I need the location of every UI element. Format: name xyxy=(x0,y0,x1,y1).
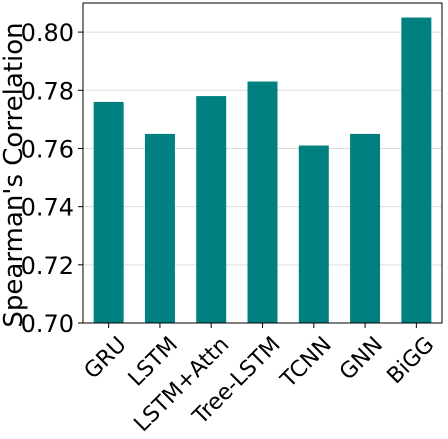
y-axis-ticks: 0.70 0.72 0.74 0.76 0.78 0.80 xyxy=(21,19,83,338)
y-tick-label: 0.80 xyxy=(21,19,74,47)
bar-lstm-attn xyxy=(196,96,227,323)
y-tick-label: 0.72 xyxy=(21,252,74,280)
bars xyxy=(93,17,432,324)
y-axis-label: Spearman's Correlation xyxy=(0,22,29,327)
y-tick-label: 0.70 xyxy=(21,310,74,338)
x-tick-label: BiGG xyxy=(383,332,440,389)
x-tick-label: TCNN xyxy=(276,332,337,393)
bar-bigg xyxy=(401,17,432,324)
bar-gnn xyxy=(350,133,381,323)
bar-tcnn xyxy=(298,145,329,323)
x-tick-label: GNN xyxy=(335,332,388,385)
y-tick-label: 0.74 xyxy=(21,194,74,222)
bar-tree-lstm xyxy=(247,81,278,323)
y-tick-label: 0.78 xyxy=(21,77,74,105)
bar-lstm xyxy=(144,133,175,323)
x-tick-label: GRU xyxy=(80,332,132,384)
y-tick-label: 0.76 xyxy=(21,135,74,163)
bar-gru xyxy=(93,101,124,323)
